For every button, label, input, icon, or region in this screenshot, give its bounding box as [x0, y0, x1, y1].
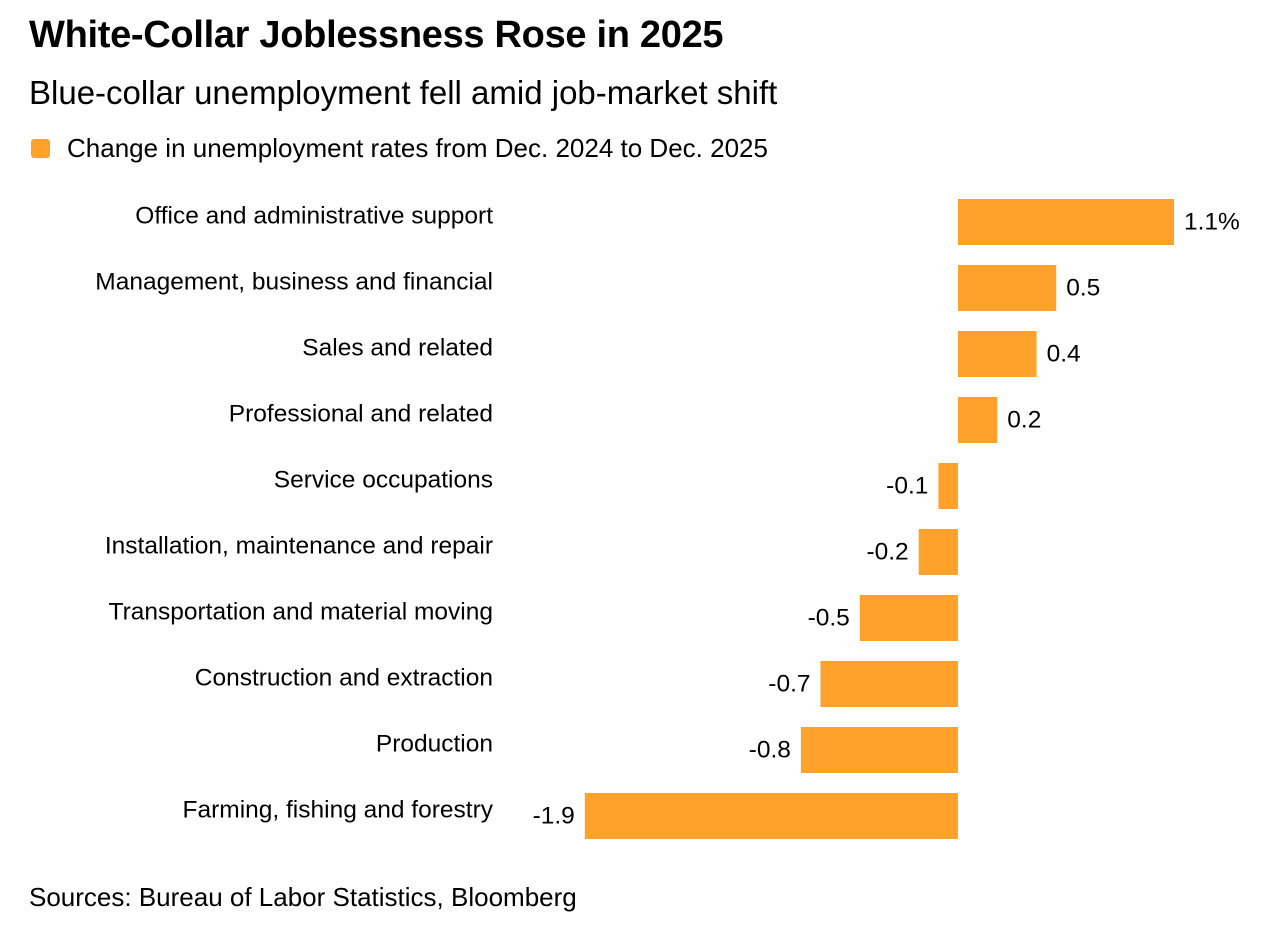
category-label: Transportation and material moving [109, 598, 493, 625]
category-label: Office and administrative support [135, 202, 493, 229]
source-note: Sources: Bureau of Labor Statistics, Blo… [29, 882, 577, 912]
bar [820, 661, 958, 707]
chart-title: White-Collar Joblessness Rose in 2025 [29, 14, 724, 56]
category-label: Construction and extraction [195, 664, 493, 691]
bar [958, 265, 1057, 311]
bar [918, 529, 958, 575]
category-label: Management, business and financial [95, 268, 493, 295]
value-label: 0.4 [1047, 340, 1081, 367]
value-label: -0.7 [768, 670, 810, 697]
value-label: -0.5 [808, 604, 850, 631]
value-label: -0.2 [866, 538, 908, 565]
value-label: -0.8 [749, 736, 791, 763]
legend: Change in unemployment rates from Dec. 2… [31, 132, 768, 164]
category-label: Sales and related [302, 334, 493, 361]
chart-subtitle: Blue-collar unemployment fell amid job-m… [29, 74, 778, 111]
legend-swatch [31, 138, 50, 158]
bar [958, 397, 998, 443]
category-label: Service occupations [274, 466, 493, 493]
bar [958, 331, 1037, 377]
value-label: -0.1 [886, 472, 928, 499]
bar [958, 199, 1174, 245]
bar [859, 595, 958, 641]
legend-label: Change in unemployment rates from Dec. 2… [67, 132, 768, 163]
category-label: Professional and related [229, 400, 493, 427]
bar [938, 463, 958, 509]
value-label: 0.2 [1007, 406, 1041, 433]
category-label: Production [376, 730, 493, 757]
value-label: 0.5 [1066, 274, 1100, 301]
value-label: 1.1% [1184, 208, 1240, 235]
category-label: Farming, fishing and forestry [183, 796, 494, 823]
value-label: -1.9 [533, 802, 575, 829]
bar [584, 793, 958, 839]
bar [800, 727, 958, 773]
category-label: Installation, maintenance and repair [105, 532, 493, 559]
